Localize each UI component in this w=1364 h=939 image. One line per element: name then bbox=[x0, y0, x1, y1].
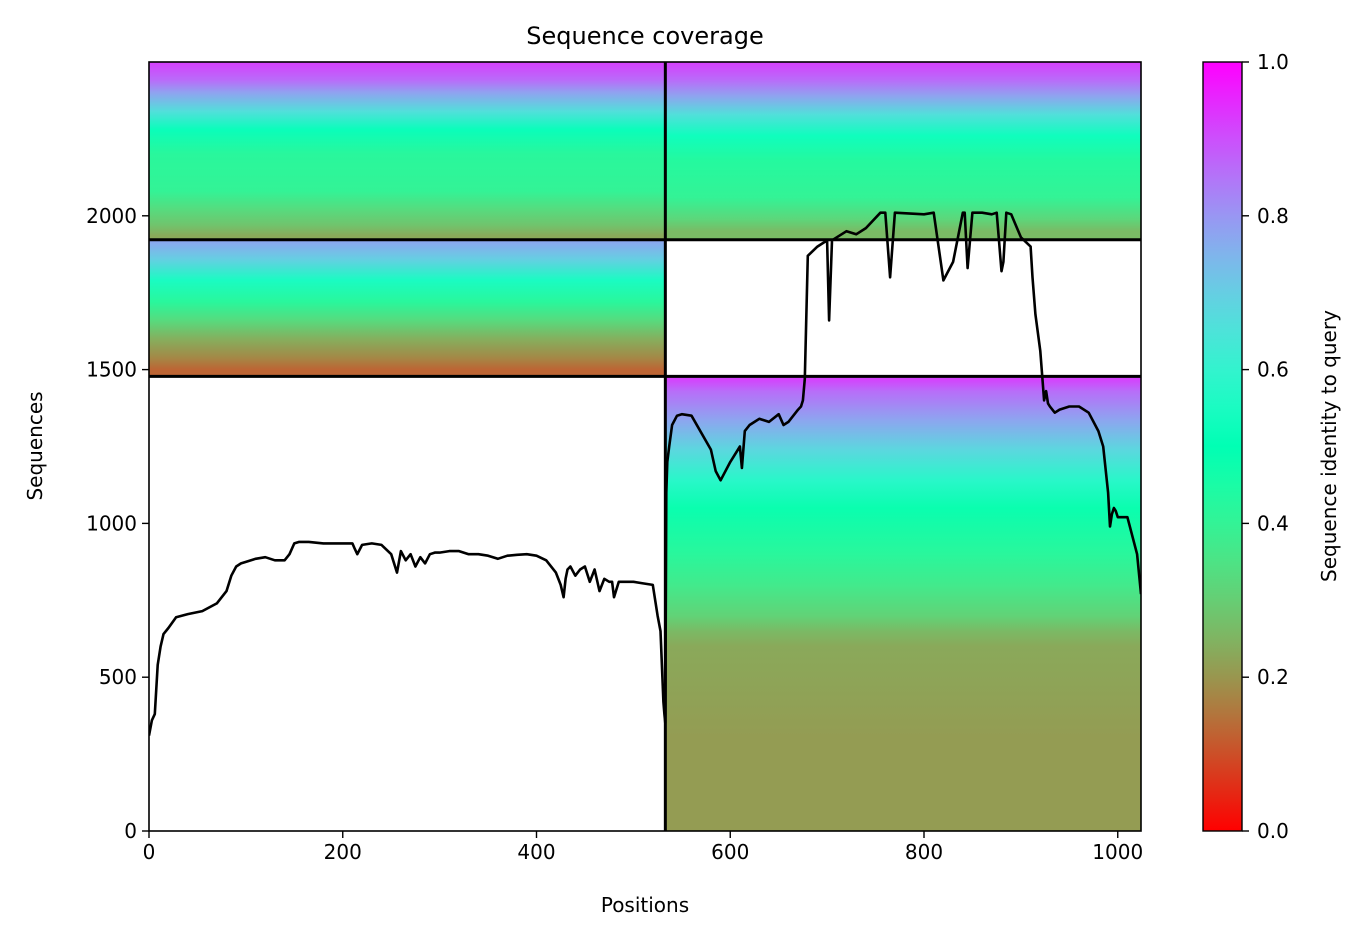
x-axis-ticks: 0 200 400 600 800 1000 bbox=[143, 831, 1143, 864]
chart-title: Sequence coverage bbox=[526, 22, 763, 50]
x-tick-label: 200 bbox=[324, 840, 362, 864]
colorbar-ticks: 0.0 0.2 0.4 0.6 0.8 1.0 bbox=[1242, 50, 1289, 843]
colorbar-tick-label: 0.6 bbox=[1257, 358, 1289, 382]
x-tick-label: 600 bbox=[711, 840, 749, 864]
colorbar-tick-label: 0.4 bbox=[1257, 511, 1289, 535]
plot-frame bbox=[148, 61, 1142, 832]
heatmap-block-chain-2-paired bbox=[665, 376, 1141, 831]
y-tick-label: 1000 bbox=[86, 511, 137, 535]
y-tick-label: 2000 bbox=[86, 204, 137, 228]
y-axis-ticks: 0 500 1000 1500 2000 bbox=[86, 204, 149, 843]
colorbar-tick-label: 0.8 bbox=[1257, 204, 1289, 228]
heatmap-block-chain-1-only bbox=[149, 62, 666, 240]
x-tick-label: 400 bbox=[517, 840, 555, 864]
heatmap-block-chain-2-only bbox=[665, 62, 1141, 240]
colorbar-tick-label: 1.0 bbox=[1257, 50, 1289, 74]
x-tick-label: 800 bbox=[905, 840, 943, 864]
colorbar bbox=[1202, 61, 1243, 832]
y-tick-label: 1500 bbox=[86, 358, 137, 382]
coverage-line-layer bbox=[149, 211, 1141, 736]
coverage-line bbox=[149, 211, 1141, 736]
x-axis-label: Positions bbox=[601, 893, 689, 917]
colorbar-tick-label: 0.2 bbox=[1257, 665, 1289, 689]
x-tick-label: 1000 bbox=[1092, 840, 1143, 864]
y-tick-label: 500 bbox=[99, 665, 137, 689]
x-tick-label: 0 bbox=[143, 840, 156, 864]
y-tick-label: 0 bbox=[124, 819, 137, 843]
heatmap-block-chain-1-paired bbox=[149, 239, 666, 377]
colorbar-label: Sequence identity to query bbox=[1317, 310, 1341, 582]
y-axis-label: Sequences bbox=[23, 391, 47, 500]
coverage-heatmap bbox=[149, 62, 1141, 831]
colorbar-tick-label: 0.0 bbox=[1257, 819, 1289, 843]
